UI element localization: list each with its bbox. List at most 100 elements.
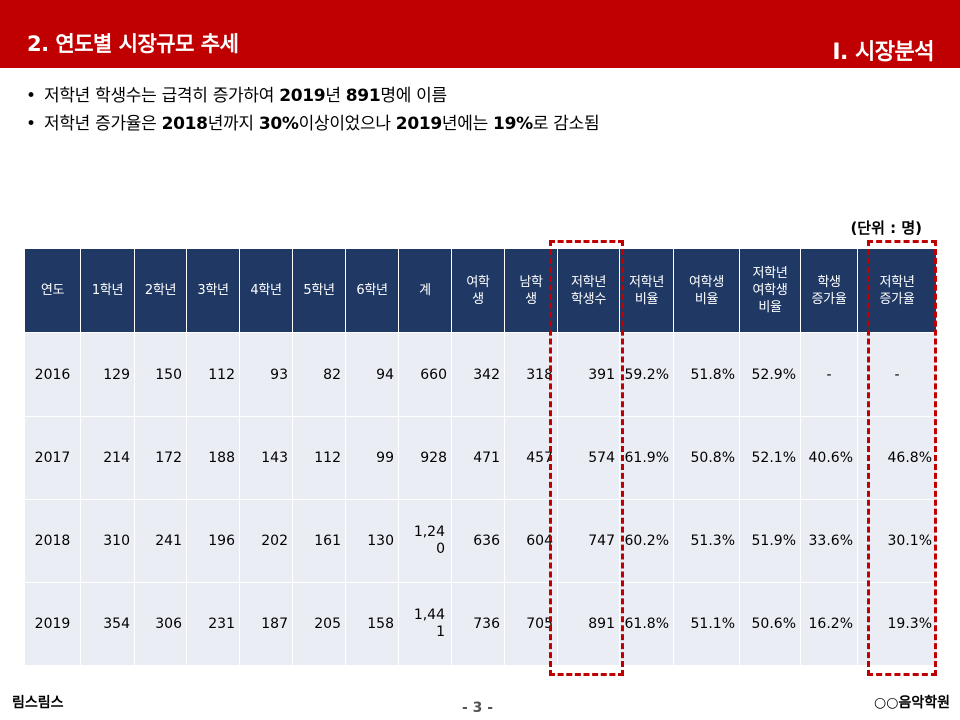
- column-header: 2학년: [134, 248, 187, 333]
- column-header: 연도: [24, 248, 81, 333]
- market-size-table: 연도 1학년 2학년 3학년 4학년 5학년 6학년 계 여학 생 남학 생 저학년 학생수 저학년 비율 여학…: [24, 248, 937, 666]
- table-cell: 61.8%: [619, 582, 674, 666]
- table-cell: 354: [80, 582, 135, 666]
- table-cell: 187: [239, 582, 293, 666]
- table-cell: 574: [557, 416, 620, 500]
- table-row: 2017 214 172 188 143 112 99 928 471 457 574 61.9% 50…: [24, 416, 937, 500]
- table-cell: 636: [451, 499, 505, 583]
- page-title: 2. 연도별 시장규모 추세: [27, 32, 239, 56]
- bullet-emphasis: 30%: [258, 114, 299, 134]
- table-cell: 342: [451, 332, 505, 417]
- table-cell: 1,240: [398, 499, 452, 583]
- table-cell: 214: [80, 416, 135, 500]
- table-cell: 231: [186, 582, 240, 666]
- bullet-item: 저학년 증가율은 2018년까지 30%이상이었으나 2019년에는 19%로 …: [26, 110, 600, 138]
- bullet-text: 명에 이름: [380, 86, 447, 106]
- table-cell: 150: [134, 332, 187, 417]
- bullet-text: 저학년 학생수는 급격히 증가하여: [44, 86, 280, 106]
- table-cell: 660: [398, 332, 452, 417]
- table-body: 2016 129 150 112 93 82 94 660 342 318 391 59.2% 51.8…: [24, 332, 937, 666]
- table-cell: 82: [292, 332, 346, 417]
- table-cell: 891: [557, 582, 620, 666]
- table-cell: 143: [239, 416, 293, 500]
- bullet-emphasis: 2019: [395, 114, 442, 134]
- table-cell: 310: [80, 499, 135, 583]
- table-cell: 202: [239, 499, 293, 583]
- table-cell: 59.2%: [619, 332, 674, 417]
- section-label: I. 시장분석: [832, 40, 934, 65]
- table-header-row: 연도 1학년 2학년 3학년 4학년 5학년 6학년 계 여학 생 남학 생 저학년 학생수 저학년 비율 여학…: [24, 248, 937, 333]
- footer-brand: 림스림스: [12, 695, 64, 711]
- table-row: 2019 354 306 231 187 205 158 1,441 736 705 891 61.8…: [24, 582, 937, 666]
- table-cell: 51.3%: [673, 499, 740, 583]
- title-bar: 2. 연도별 시장규모 추세 I. 시장분석: [0, 0, 960, 68]
- bullet-text: 년까지: [207, 114, 259, 134]
- table-row: 2018 310 241 196 202 161 130 1,240 636 604 747 60.2…: [24, 499, 937, 583]
- table-cell: 2018: [24, 499, 81, 583]
- footer-academy: ○○음악학원: [874, 695, 950, 711]
- table-cell: 158: [345, 582, 399, 666]
- table-row: 2016 129 150 112 93 82 94 660 342 318 391 59.2% 51.8…: [24, 332, 937, 417]
- table-cell: 51.9%: [739, 499, 801, 583]
- table-cell: 736: [451, 582, 505, 666]
- bullet-text: 로 감소됨: [532, 114, 600, 134]
- bullet-item: 저학년 학생수는 급격히 증가하여 2019년 891명에 이름: [26, 82, 599, 110]
- table-cell: 205: [292, 582, 346, 666]
- unit-label: (단위 : 명): [850, 219, 922, 237]
- table-cell: 705: [504, 582, 558, 666]
- page-number: - 3 -: [462, 700, 494, 716]
- table-cell: 2017: [24, 416, 81, 500]
- table-cell: 604: [504, 499, 558, 583]
- table-cell: 61.9%: [619, 416, 674, 500]
- table-cell: 19.3%: [857, 582, 937, 666]
- column-header: 저학년 여학생 비율: [739, 248, 801, 333]
- table-cell: 2019: [24, 582, 81, 666]
- table-cell: 318: [504, 332, 558, 417]
- table-cell: 16.2%: [800, 582, 858, 666]
- bullet-list: 저학년 학생수는 급격히 증가하여 2019년 891명에 이름 저학년 증가율…: [26, 82, 600, 138]
- column-header: 1학년: [80, 248, 135, 333]
- column-header: 4학년: [239, 248, 293, 333]
- column-header: 여학 생: [451, 248, 505, 333]
- table-cell: 94: [345, 332, 399, 417]
- table-cell: 50.6%: [739, 582, 801, 666]
- column-header: 계: [398, 248, 452, 333]
- table-cell: 46.8%: [857, 416, 937, 500]
- bullet-text: 저학년 증가율은: [44, 114, 162, 134]
- column-header: 저학년 비율: [619, 248, 674, 333]
- table-cell: 241: [134, 499, 187, 583]
- table-cell: -: [800, 332, 858, 417]
- table-cell: 471: [451, 416, 505, 500]
- table-cell: 196: [186, 499, 240, 583]
- table-cell: 99: [345, 416, 399, 500]
- table-cell: 51.1%: [673, 582, 740, 666]
- table-cell: 52.9%: [739, 332, 801, 417]
- table-cell: 51.8%: [673, 332, 740, 417]
- table-cell: 2016: [24, 332, 81, 417]
- table-cell: 129: [80, 332, 135, 417]
- table-cell: 30.1%: [857, 499, 937, 583]
- table-cell: 306: [134, 582, 187, 666]
- table-cell: 50.8%: [673, 416, 740, 500]
- bullet-emphasis: 2018: [161, 114, 208, 134]
- table-cell: 188: [186, 416, 240, 500]
- table-cell: 1,441: [398, 582, 452, 666]
- column-header: 저학년 학생수: [557, 248, 620, 333]
- table-cell: 93: [239, 332, 293, 417]
- table-cell: 928: [398, 416, 452, 500]
- column-header: 여학생 비율: [673, 248, 740, 333]
- table-cell: 112: [186, 332, 240, 417]
- table-cell: 112: [292, 416, 346, 500]
- bullet-text: 년에는: [441, 114, 494, 134]
- column-header: 3학년: [186, 248, 240, 333]
- table-cell: 391: [557, 332, 620, 417]
- table-cell: -: [857, 332, 937, 417]
- bullet-emphasis: 891: [345, 86, 381, 106]
- table-cell: 130: [345, 499, 399, 583]
- column-header: 학생 증가율: [800, 248, 858, 333]
- column-header: 6학년: [345, 248, 399, 333]
- table-cell: 33.6%: [800, 499, 858, 583]
- bullet-text: 이상이었으나: [298, 114, 396, 134]
- column-header: 5학년: [292, 248, 346, 333]
- table-cell: 60.2%: [619, 499, 674, 583]
